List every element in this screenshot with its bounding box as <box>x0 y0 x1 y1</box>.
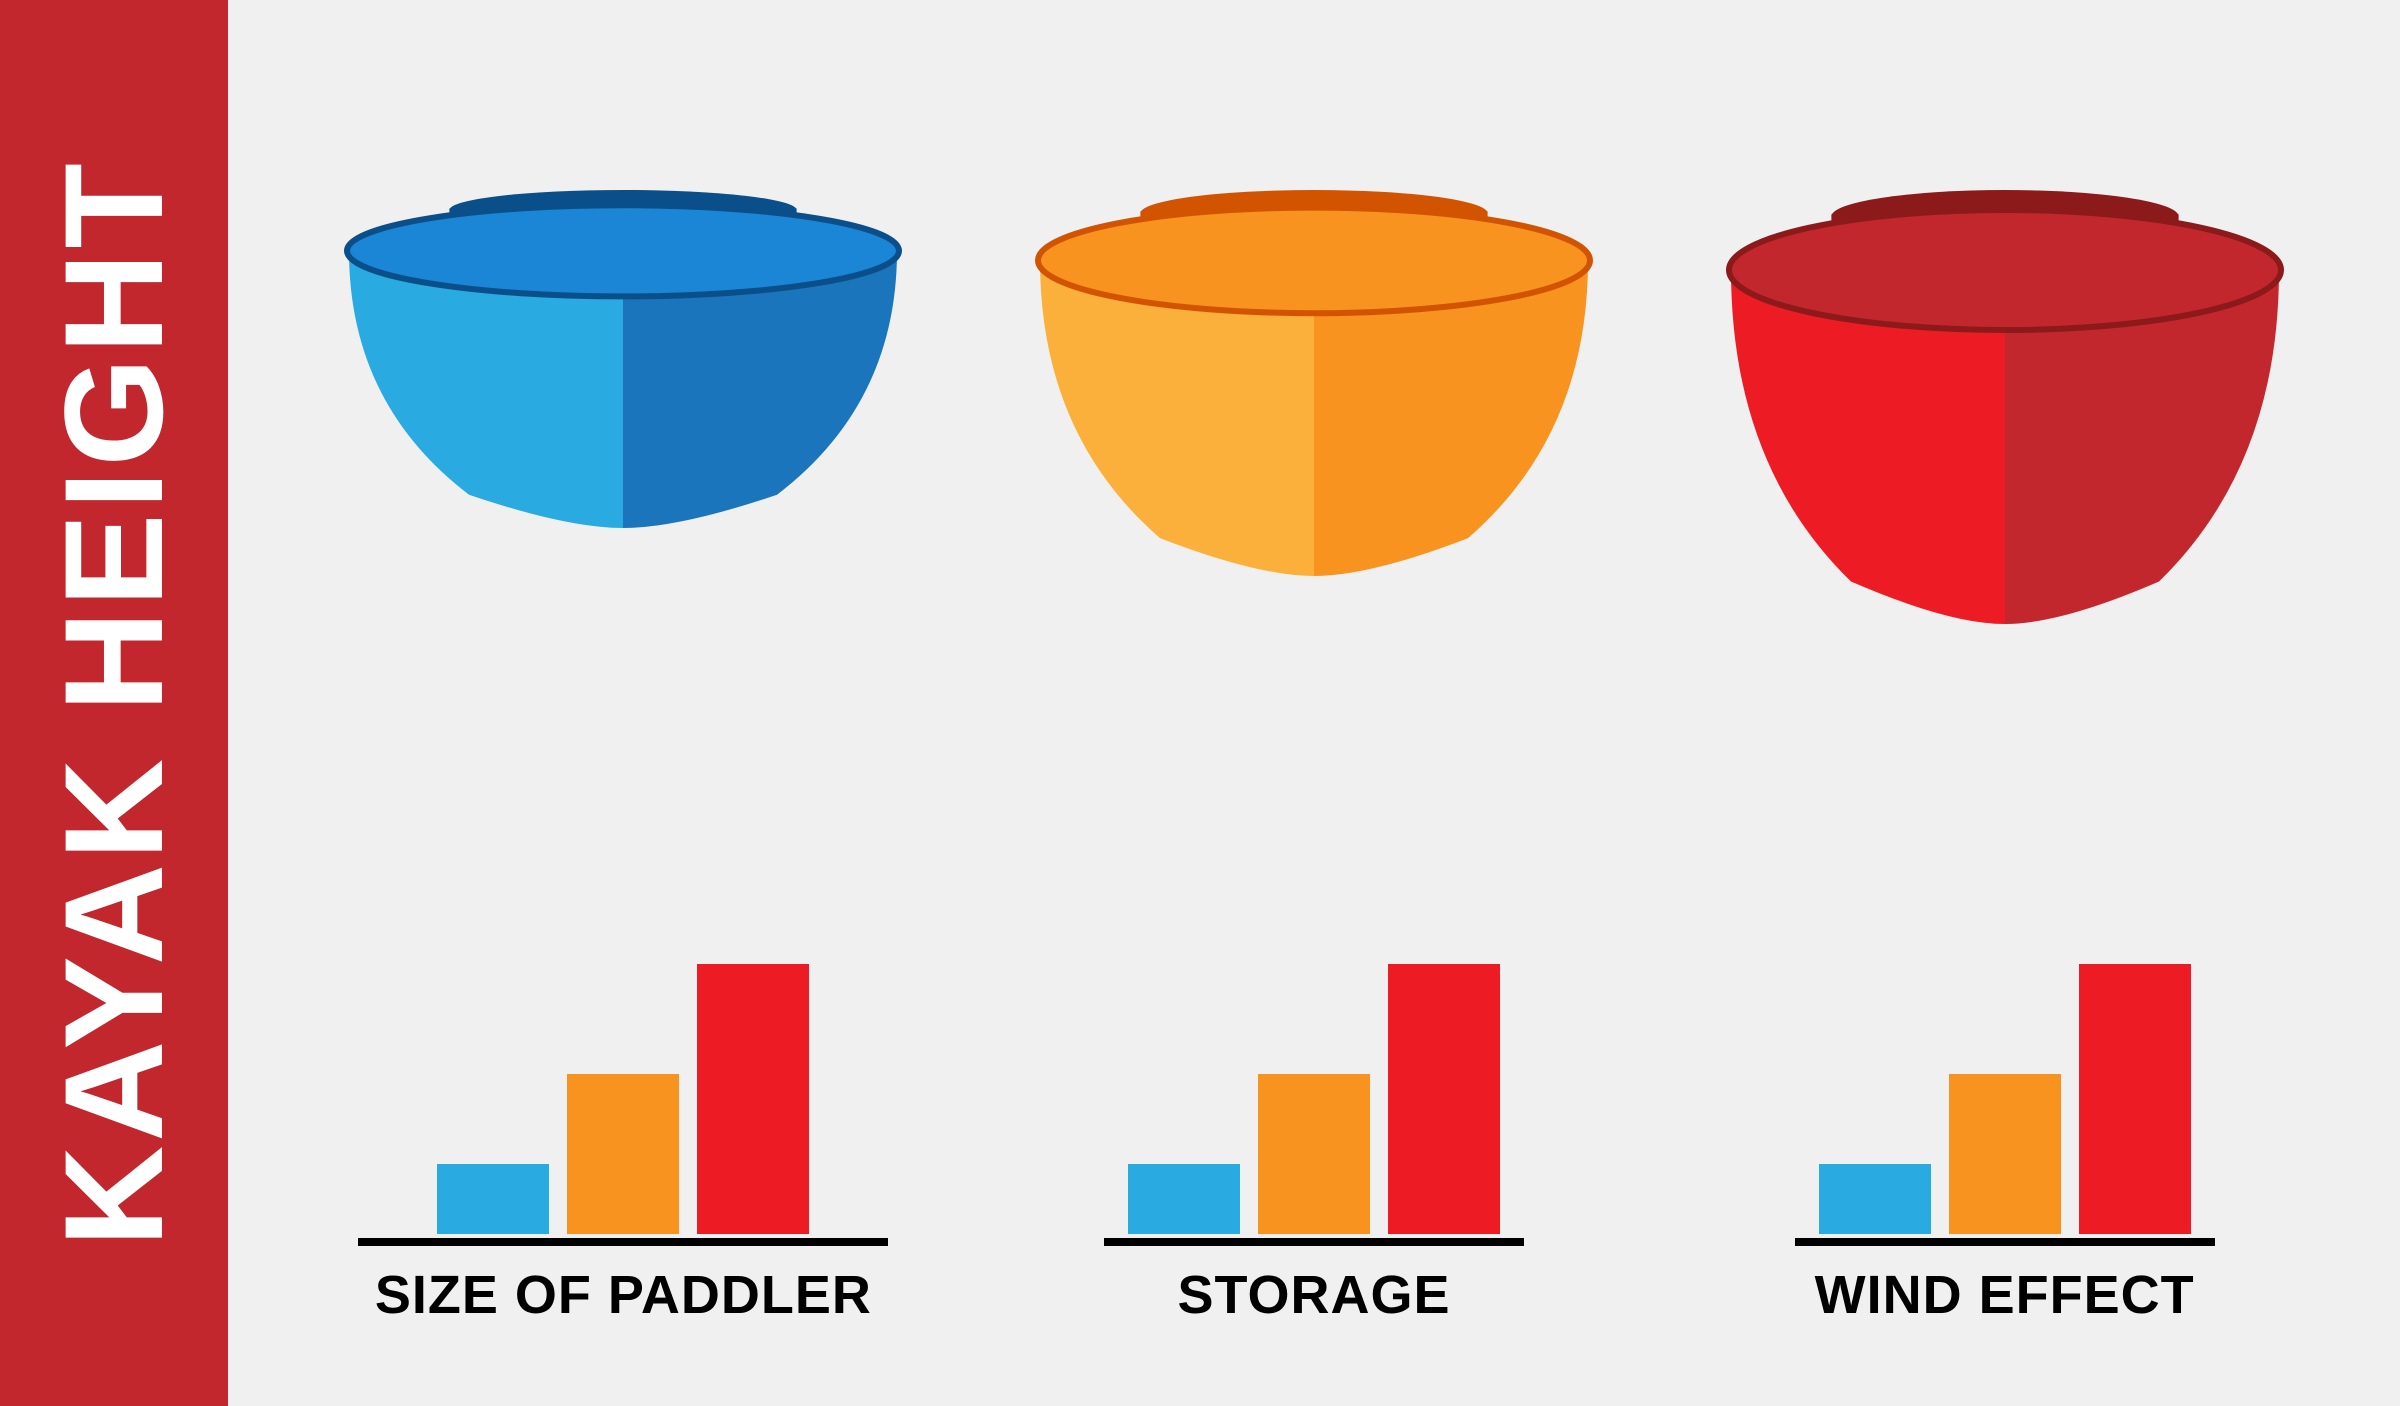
bar <box>1949 1074 2061 1234</box>
main-panel: SIZE OF PADDLER STORAGE WIND EFFECT <box>228 0 2400 1406</box>
bar <box>1388 964 1500 1234</box>
bar <box>567 1074 679 1234</box>
kayak-slot-1 <box>1009 190 1619 710</box>
kayak-slot-0 <box>318 190 928 710</box>
chart-storage: STORAGE <box>1009 954 1619 1326</box>
charts-row: SIZE OF PADDLER STORAGE WIND EFFECT <box>228 954 2400 1326</box>
underline-1 <box>1104 1238 1524 1246</box>
chart-label-1: STORAGE <box>1177 1264 1450 1326</box>
bar <box>1128 1164 1240 1234</box>
chart-label-2: WIND EFFECT <box>1815 1264 2195 1326</box>
kayak-orange-icon <box>1034 190 1594 582</box>
bars-1 <box>1128 954 1500 1234</box>
kayak-slot-2 <box>1700 190 2310 710</box>
kayak-red-icon <box>1725 190 2285 630</box>
bar <box>437 1164 549 1234</box>
kayaks-row <box>228 190 2400 710</box>
chart-label-0: SIZE OF PADDLER <box>375 1264 872 1326</box>
infographic-container: KAYAK HEIGHT <box>0 0 2400 1406</box>
bar <box>697 964 809 1234</box>
sidebar-title: KAYAK HEIGHT <box>33 159 195 1247</box>
chart-wind-effect: WIND EFFECT <box>1700 954 2310 1326</box>
bars-2 <box>1819 954 2191 1234</box>
underline-2 <box>1795 1238 2215 1246</box>
underline-0 <box>358 1238 888 1246</box>
bar <box>1819 1164 1931 1234</box>
bar <box>1258 1074 1370 1234</box>
chart-size-of-paddler: SIZE OF PADDLER <box>318 954 928 1326</box>
bar <box>2079 964 2191 1234</box>
sidebar: KAYAK HEIGHT <box>0 0 228 1406</box>
bars-0 <box>437 954 809 1234</box>
kayak-blue-icon <box>343 190 903 534</box>
